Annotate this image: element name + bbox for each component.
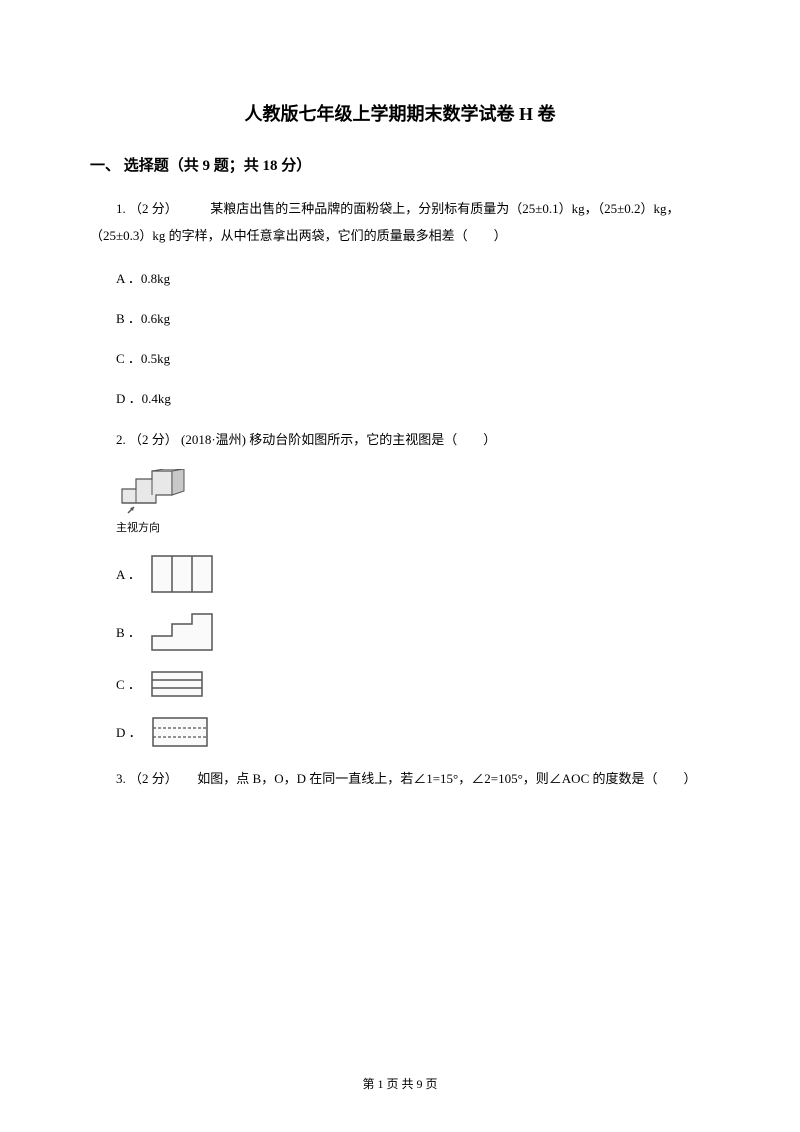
option-2c: C ． [90, 669, 710, 699]
section-header: 一、 选择题（共 9 题；共 18 分） [90, 154, 710, 175]
question-2: 2. （2 分） (2018·温州) 移动台阶如图所示，它的主视图是（ ） [90, 426, 710, 453]
question-2-figure: 主视方向 [90, 469, 710, 535]
page-title: 人教版七年级上学期期末数学试卷 H 卷 [90, 100, 710, 126]
option-2a-label: A ． [116, 564, 141, 583]
question-text: 如图，点 B，O，D 在同一直线上，若∠1=15°，∠2=105°，则∠AOC … [197, 771, 696, 786]
option-2d-shape-icon [150, 715, 210, 749]
option-2a: A ． [90, 553, 710, 595]
question-text: 某粮店出售的三种品牌的面粉袋上，分别标有质量为（25±0.1）kg，（25±0.… [90, 201, 680, 243]
option-2a-shape-icon [149, 553, 215, 595]
question-points: （2 分） [129, 201, 178, 216]
option-1d: D ．0.4kg [90, 386, 710, 412]
question-points: （2 分） [129, 771, 178, 786]
question-number: 3. [116, 771, 126, 786]
question-number: 2. [116, 432, 126, 447]
section-label: 选择题（共 9 题；共 18 分） [124, 158, 312, 174]
figure-label: 主视方向 [116, 519, 710, 535]
option-2c-shape-icon [149, 669, 205, 699]
question-ref: (2018·温州) [181, 432, 246, 447]
question-3: 3. （2 分） 如图，点 B，O，D 在同一直线上，若∠1=15°，∠2=10… [90, 765, 710, 792]
page-footer: 第 1 页 共 9 页 [0, 1075, 800, 1092]
option-2d-label: D ． [116, 722, 142, 741]
option-1c: C ．0.5kg [90, 346, 710, 372]
question-points: （2 分） [129, 432, 178, 447]
question-text: 移动台阶如图所示，它的主视图是（ ） [249, 432, 496, 447]
option-2d: D ． [90, 715, 710, 749]
option-2c-label: C ． [116, 674, 141, 693]
stairs-3d-icon [116, 469, 188, 517]
option-1b: B ．0.6kg [90, 306, 710, 332]
option-2b-label: B ． [116, 622, 141, 641]
option-1a: A ．0.8kg [90, 266, 710, 292]
question-number: 1. [116, 201, 126, 216]
option-2b-shape-icon [149, 611, 215, 653]
question-1: 1. （2 分） 某粮店出售的三种品牌的面粉袋上，分别标有质量为（25±0.1）… [90, 195, 710, 250]
section-number: 一、 [90, 158, 120, 174]
option-2b: B ． [90, 611, 710, 653]
